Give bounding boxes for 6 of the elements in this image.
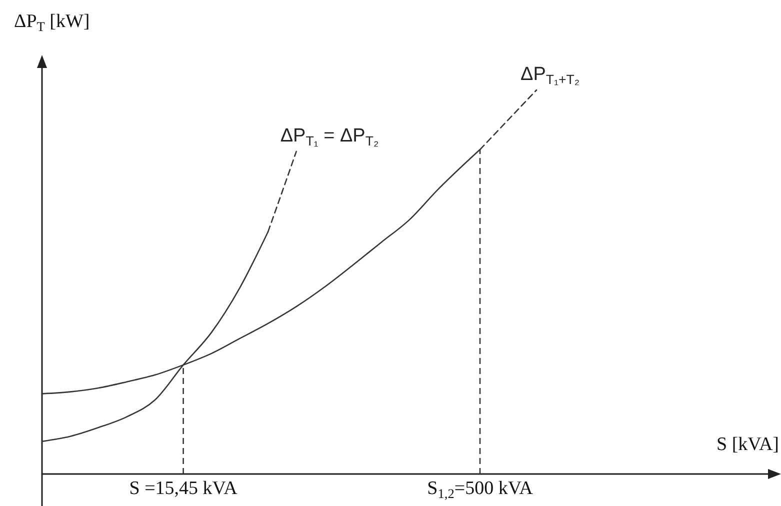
- x-axis-title: S [kVA]: [716, 434, 779, 455]
- series-label: ΔP$_{T₁+T₂}$: [520, 64, 580, 87]
- series-label: ΔP$_{T₁}$ = ΔP$_{T₂}$: [280, 125, 379, 148]
- x-tick-label: S$_{1,2}$=500 kVA: [427, 478, 534, 501]
- y-axis-title: ΔP$_{T}$ [kW]: [14, 11, 90, 34]
- x-tick-label: S =15,45 kVA: [129, 478, 238, 499]
